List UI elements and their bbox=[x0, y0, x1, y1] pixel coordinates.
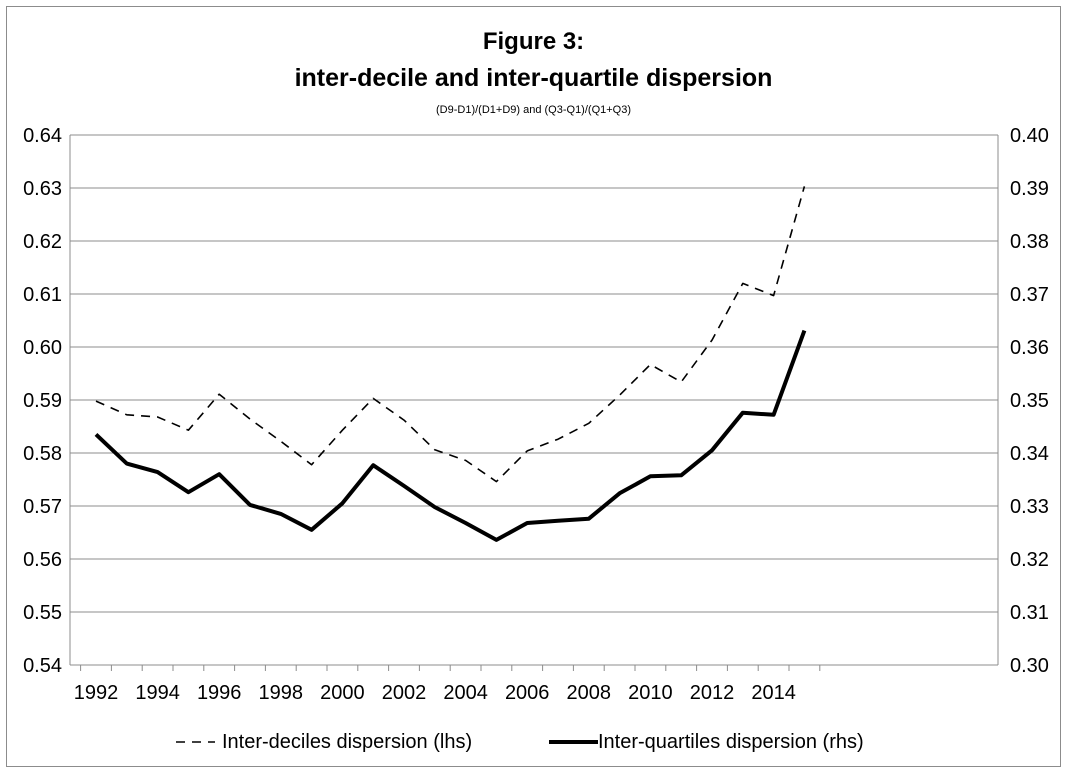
y-tick-label-left: 0.62 bbox=[23, 231, 62, 253]
y-tick-label-left: 0.64 bbox=[23, 125, 62, 147]
x-tick-label: 2000 bbox=[320, 682, 365, 704]
x-tick-label: 2006 bbox=[505, 682, 550, 704]
y-tick-label-right: 0.34 bbox=[1010, 443, 1049, 465]
y-tick-label-left: 0.57 bbox=[23, 496, 62, 518]
y-tick-label-left: 0.59 bbox=[23, 390, 62, 412]
series-line-2 bbox=[94, 329, 807, 542]
x-tick-label: 2002 bbox=[382, 682, 427, 704]
y-tick-label-right: 0.35 bbox=[1010, 390, 1049, 412]
y-tick-label-right: 0.39 bbox=[1010, 178, 1049, 200]
x-tick-label: 1994 bbox=[135, 682, 180, 704]
y-tick-label-right: 0.31 bbox=[1010, 602, 1049, 624]
y-tick-label-right: 0.33 bbox=[1010, 496, 1049, 518]
x-tick-label: 2004 bbox=[443, 682, 488, 704]
y-tick-label-left: 0.63 bbox=[23, 178, 62, 200]
x-tick-label: 2014 bbox=[751, 682, 796, 704]
x-tick-label: 1992 bbox=[74, 682, 119, 704]
y-tick-label-left: 0.58 bbox=[23, 443, 62, 465]
x-tick-label: 2008 bbox=[567, 682, 612, 704]
y-tick-label-right: 0.40 bbox=[1010, 125, 1049, 147]
chart-frame bbox=[6, 6, 1061, 767]
chart-formula: (D9-D1)/(D1+D9) and (Q3-Q1)/(Q1+Q3) bbox=[436, 104, 631, 116]
series-line-1 bbox=[95, 186, 806, 483]
x-tick-label: 1996 bbox=[197, 682, 242, 704]
chart-title: Figure 3: bbox=[482, 28, 585, 55]
x-tick-label: 2012 bbox=[690, 682, 735, 704]
y-tick-label-right: 0.37 bbox=[1010, 284, 1049, 306]
chart-subtitle: inter-decile and inter-quartile dispersi… bbox=[294, 64, 773, 92]
x-tick-label: 2010 bbox=[628, 682, 673, 704]
legend-label-1: Inter-deciles dispersion (lhs) bbox=[222, 731, 472, 753]
y-tick-label-left: 0.61 bbox=[23, 284, 62, 306]
y-tick-label-left: 0.54 bbox=[23, 655, 62, 677]
y-tick-label-left: 0.55 bbox=[23, 602, 62, 624]
legend-label-2: Inter-quartiles dispersion (rhs) bbox=[598, 731, 864, 753]
y-tick-label-right: 0.36 bbox=[1010, 337, 1049, 359]
y-tick-label-right: 0.38 bbox=[1010, 231, 1049, 253]
y-tick-label-left: 0.60 bbox=[23, 337, 62, 359]
y-tick-label-right: 0.32 bbox=[1010, 549, 1049, 571]
y-tick-label-right: 0.30 bbox=[1010, 655, 1049, 677]
y-tick-label-left: 0.56 bbox=[23, 549, 62, 571]
x-tick-label: 1998 bbox=[259, 682, 304, 704]
